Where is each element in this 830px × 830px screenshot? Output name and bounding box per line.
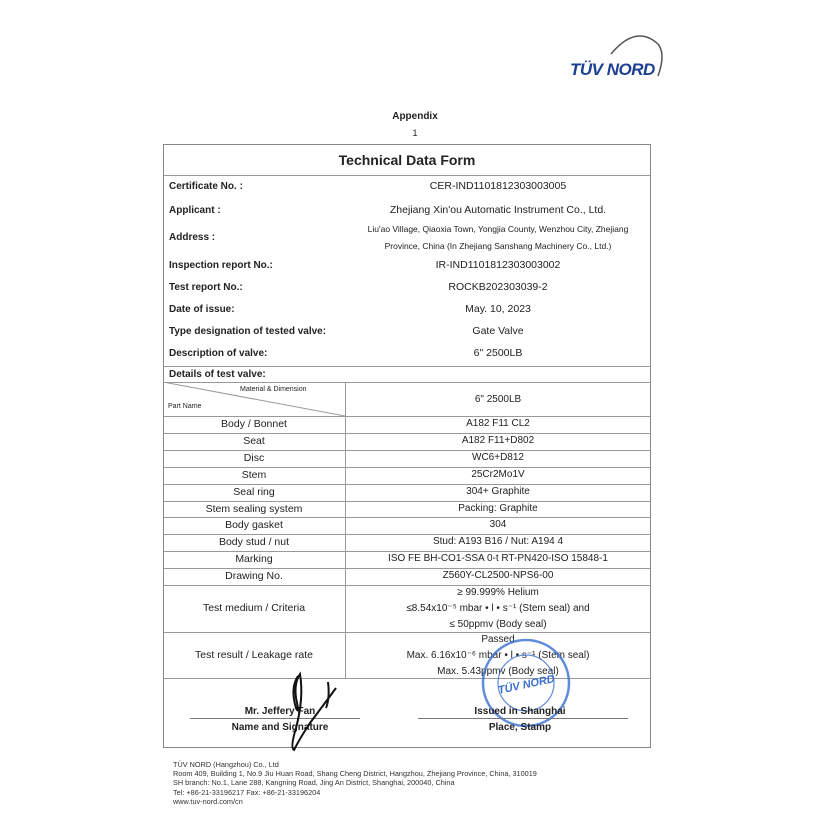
place-caption: Place, Stamp: [488, 722, 552, 733]
handwritten-signature: [291, 671, 337, 752]
footer-phone-fax: Tel: +86-21-33196217 Fax: +86-21-3319620…: [173, 787, 321, 797]
appendix-heading: Appendix: [392, 111, 438, 122]
part-material: Stud: A193 B16 / Nut: A194 4: [432, 536, 564, 548]
header-diagonal-line: [163, 382, 345, 416]
field-label: Inspection report No.:: [169, 260, 273, 271]
issued-place: Issued in Shanghai: [474, 706, 566, 717]
part-name: Marking: [235, 553, 273, 566]
field-label: Applicant :: [169, 205, 221, 216]
result-line3: Max. 5.43ppmv (Body seal): [437, 666, 559, 677]
field-value-line1: Liu'ao Village, Qiaoxia Town, Yongjia Co…: [367, 224, 629, 234]
company-stamp: TÜV NORD: [481, 638, 571, 728]
field-value: Gate Valve: [472, 325, 524, 337]
part-name: Body stud / nut: [218, 536, 290, 549]
field-value: CER-IND1101812303003005: [429, 180, 567, 192]
appendix-number: 1: [412, 128, 418, 138]
part-name: Seal ring: [233, 485, 275, 498]
field-value: ROCKB202303039-2: [448, 281, 548, 293]
criteria-line1: ≥ 99.999% Helium: [457, 587, 539, 598]
svg-text:TÜV NORD: TÜV NORD: [497, 672, 556, 697]
header-part-name: Part Name: [168, 403, 202, 410]
footer-address-hq: Room 409, Building 1, No.9 Jiu Huan Road…: [173, 769, 537, 779]
part-name: Body gasket: [225, 519, 283, 532]
header-size: 6" 2500LB: [474, 394, 522, 405]
part-name: Stem: [241, 468, 267, 481]
part-material: Packing: Graphite: [458, 502, 538, 514]
result-line2: Max. 6.16x10⁻⁶ mbar • l • s⁻¹ (Stem seal…: [406, 650, 590, 661]
part-material: 25Cr2Mo1V: [471, 468, 525, 480]
form-frame: [163, 144, 651, 748]
result-label: Test result / Leakage rate: [195, 649, 313, 661]
field-label: Certificate No. :: [169, 181, 243, 192]
part-material: Z560Y-CL2500-NPS6-00: [442, 570, 554, 582]
field-value-line2: Province, China (In Zhejiang Sanshang Ma…: [384, 241, 612, 251]
part-material: WC6+D812: [472, 451, 524, 463]
signer-name: Mr. Jeffery Fan: [244, 706, 316, 717]
criteria-label: Test medium / Criteria: [202, 602, 306, 614]
criteria-line2: ≤8.54x10⁻⁵ mbar • l • s⁻¹ (Stem seal) an…: [406, 603, 590, 614]
part-name: Stem sealing system: [205, 502, 303, 515]
criteria-line3: ≤ 50ppmv (Body seal): [449, 619, 547, 630]
field-value: May. 10, 2023: [465, 303, 531, 315]
result-line1: Passed: [481, 634, 515, 645]
field-value: Zhejiang Xin'ou Automatic Instrument Co.…: [389, 204, 607, 216]
part-material: 304+ Graphite: [466, 485, 530, 497]
part-material: ISO FE BH-CO1-SSA 0-t RT-PN420-ISO 15848…: [388, 553, 608, 565]
tuv-nord-logo: TÜV NORD: [566, 32, 666, 82]
field-label: Description of valve:: [169, 348, 268, 359]
part-material: A182 F11+D802: [461, 434, 535, 446]
field-label: Type designation of tested valve:: [169, 326, 327, 337]
form-title: Technical Data Form: [338, 152, 476, 168]
footer-address-branch: SH branch: No.1, Lane 288, Kangning Road…: [173, 778, 455, 788]
part-name: Drawing No.: [225, 570, 283, 583]
part-material: A182 F11 CL2: [466, 418, 530, 429]
field-label: Test report No.:: [169, 282, 243, 293]
part-name: Disc: [243, 451, 265, 464]
field-value: 6" 2500LB: [473, 347, 523, 359]
part-name: Seat: [243, 434, 265, 447]
part-material: 304: [489, 519, 507, 531]
footer-address: TÜV NORD (Hangzhou) Co., Ltd Room 409, B…: [173, 760, 537, 806]
footer-company: TÜV NORD (Hangzhou) Co., Ltd: [173, 760, 279, 769]
signer-caption: Name and Signature: [231, 722, 329, 733]
field-label: Address :: [169, 232, 216, 243]
part-name: Body / Bonnet: [221, 418, 287, 430]
field-value: IR-IND1101812303003002: [435, 259, 561, 271]
field-label: Date of issue:: [169, 304, 235, 315]
footer-website: www.tuv-nord.com/cn: [173, 796, 243, 806]
logo-text: TÜV NORD: [570, 60, 655, 79]
logo-arc-icon: [610, 35, 663, 77]
details-label: Details of test valve:: [169, 369, 266, 380]
header-material-dimension: Material & Dimension: [240, 386, 307, 393]
